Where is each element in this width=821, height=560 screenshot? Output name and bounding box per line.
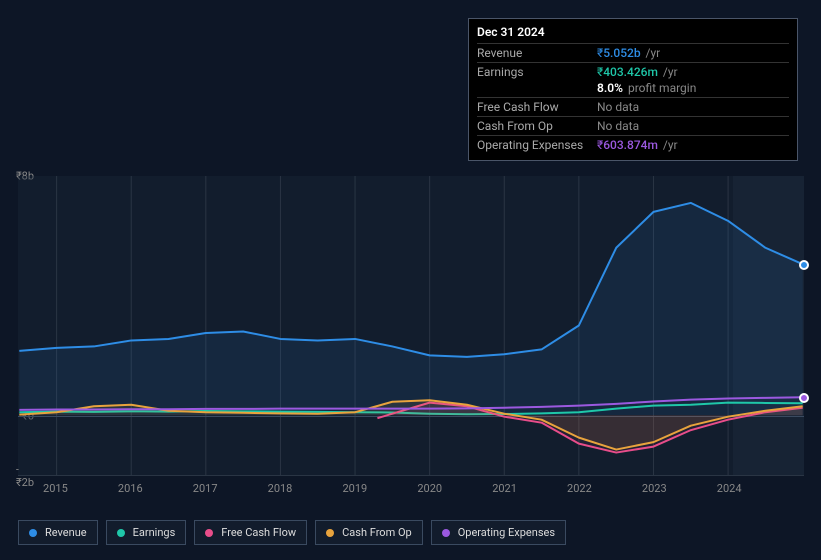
legend-dot-icon bbox=[205, 529, 213, 537]
chart-area[interactable]: ₹8b₹0-₹2b bbox=[18, 158, 804, 478]
x-tick-label: 2019 bbox=[342, 482, 367, 495]
tooltip-row-label: Free Cash Flow bbox=[477, 100, 597, 114]
legend-dot-icon bbox=[29, 529, 37, 537]
x-tick-label: 2022 bbox=[567, 482, 592, 495]
tooltip-date: Dec 31 2024 bbox=[477, 25, 789, 39]
legend-item[interactable]: Revenue bbox=[18, 520, 98, 545]
legend-dot-icon bbox=[326, 529, 334, 537]
tooltip-row-value: No data bbox=[597, 100, 639, 114]
legend-item[interactable]: Operating Expenses bbox=[431, 520, 566, 545]
chart-lines bbox=[18, 176, 804, 475]
legend-label: Operating Expenses bbox=[458, 526, 555, 539]
x-tick-label: 2024 bbox=[717, 482, 742, 495]
legend-dot-icon bbox=[117, 529, 125, 537]
x-tick-label: 2018 bbox=[268, 482, 293, 495]
tooltip-row-label: Revenue bbox=[477, 46, 597, 60]
tooltip-row: Revenue₹5.052b /yr bbox=[477, 43, 789, 62]
tooltip-row-label: Operating Expenses bbox=[477, 138, 597, 152]
tooltip-row: Earnings₹403.426m /yr bbox=[477, 62, 789, 81]
tooltip-row-value: ₹5.052b /yr bbox=[597, 46, 660, 60]
tooltip-row-value: No data bbox=[597, 119, 639, 133]
tooltip-row-label: Earnings bbox=[477, 65, 597, 79]
tooltip-row: Cash From OpNo data bbox=[477, 116, 789, 135]
cursor-marker bbox=[799, 260, 809, 270]
legend-item[interactable]: Cash From Op bbox=[315, 520, 423, 545]
legend: Revenue Earnings Free Cash Flow Cash From O… bbox=[18, 520, 566, 545]
tooltip-row-value: ₹403.426m /yr bbox=[597, 65, 678, 79]
legend-dot-icon bbox=[442, 529, 450, 537]
x-tick-label: 2023 bbox=[642, 482, 667, 495]
tooltip-panel: Dec 31 2024 Revenue₹5.052b /yrEarnings₹4… bbox=[468, 18, 798, 161]
x-tick-label: 2015 bbox=[43, 482, 68, 495]
tooltip-row-value: ₹603.874m /yr bbox=[597, 138, 678, 152]
legend-label: Free Cash Flow bbox=[221, 526, 296, 539]
tooltip-row-label: Cash From Op bbox=[477, 119, 597, 133]
x-tick-label: 2021 bbox=[492, 482, 517, 495]
legend-item[interactable]: Earnings bbox=[106, 520, 187, 545]
legend-label: Earnings bbox=[133, 526, 176, 539]
legend-label: Revenue bbox=[45, 526, 87, 539]
x-tick-label: 2020 bbox=[417, 482, 442, 495]
legend-item[interactable]: Free Cash Flow bbox=[194, 520, 307, 545]
tooltip-subrow: 8.0% profit margin bbox=[477, 81, 789, 97]
tooltip-row: Free Cash FlowNo data bbox=[477, 97, 789, 116]
tooltip-rows: Revenue₹5.052b /yrEarnings₹403.426m /yr8… bbox=[477, 43, 789, 154]
x-tick-label: 2017 bbox=[193, 482, 218, 495]
legend-label: Cash From Op bbox=[342, 526, 412, 539]
chart-container: Dec 31 2024 Revenue₹5.052b /yrEarnings₹4… bbox=[0, 0, 821, 560]
tooltip-row: Operating Expenses₹603.874m /yr bbox=[477, 135, 789, 154]
chart-plot[interactable] bbox=[18, 176, 804, 476]
x-tick-label: 2016 bbox=[118, 482, 143, 495]
cursor-marker bbox=[799, 393, 809, 403]
